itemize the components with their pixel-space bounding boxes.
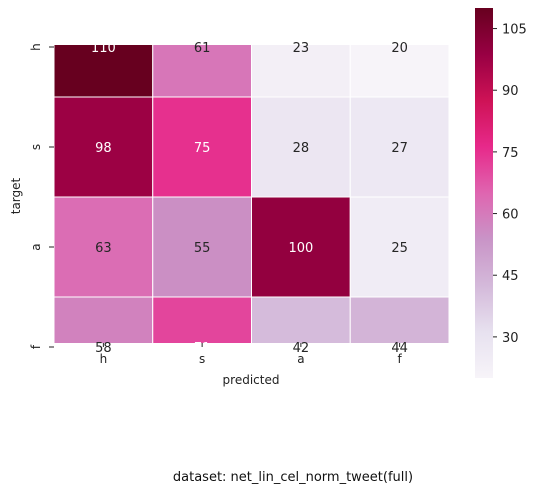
colorbar-tick-label: 60	[502, 208, 519, 223]
colorbar-gradient	[475, 8, 493, 378]
cell-value-label: 44	[391, 341, 408, 356]
cell-value-label: 28	[293, 141, 310, 156]
colorbar-tick-label: 45	[502, 269, 519, 284]
cell-value-label: 20	[391, 41, 408, 56]
heatmap-cell	[251, 96, 351, 198]
colorbar-tick-label: 105	[502, 23, 527, 38]
y-tick-label: a	[29, 243, 43, 250]
cell-value-label: 61	[194, 41, 211, 56]
heatmap-cells	[54, 45, 449, 343]
heatmap-cell	[349, 196, 449, 298]
heatmap-cell	[54, 196, 154, 298]
heatmap-cell	[54, 296, 154, 343]
cell-value-label: 42	[293, 341, 310, 356]
heatmap-axes: h s a f h s a f	[29, 43, 403, 366]
heatmap-cell	[152, 196, 252, 298]
x-tick-label: a	[297, 352, 304, 366]
dataset-caption: dataset: net_lin_cel_norm_tweet(full)	[173, 470, 413, 485]
cell-value-label: 98	[95, 141, 112, 156]
y-axis-label: target	[9, 177, 23, 214]
cell-value-label: 58	[95, 341, 112, 356]
cell-value-label: 100	[288, 241, 313, 256]
heatmap-cell	[349, 296, 449, 343]
heatmap-cell	[152, 296, 252, 343]
cell-value-label: 75	[194, 141, 211, 156]
x-tick-label: s	[199, 352, 205, 366]
colorbar-tick-label: 90	[502, 84, 519, 99]
cell-value-label: 25	[391, 241, 408, 256]
cell-value-label: 110	[91, 41, 116, 56]
heatmap-cell	[152, 45, 252, 98]
cell-value-label: 55	[194, 241, 211, 256]
x-tick-label: f	[398, 352, 403, 366]
x-axis-label: predicted	[223, 373, 280, 387]
x-tick-label: h	[100, 352, 108, 366]
heatmap-cell	[54, 96, 154, 198]
y-tick-label: s	[29, 144, 43, 150]
colorbar: 30 45 60 75 90 105	[475, 8, 527, 378]
cell-value-label: 23	[293, 41, 310, 56]
heatmap-value-labels: 110 61 23 20 98 75 28 27 63 55 100 25 58 71 42 44	[91, 41, 408, 356]
y-tick-label: f	[29, 344, 43, 349]
colorbar-tick-label: 75	[502, 146, 519, 161]
colorbar-tick-label: 30	[502, 331, 519, 346]
heatmap-cell	[251, 196, 351, 298]
heatmap-cell	[349, 96, 449, 198]
cell-value-label: 27	[391, 141, 408, 156]
heatmap-cell	[349, 45, 449, 98]
cell-value-label: 63	[95, 241, 112, 256]
heatmap-cell	[251, 296, 351, 343]
y-tick-label: h	[29, 43, 43, 51]
cell-value-label: 71	[194, 341, 211, 356]
